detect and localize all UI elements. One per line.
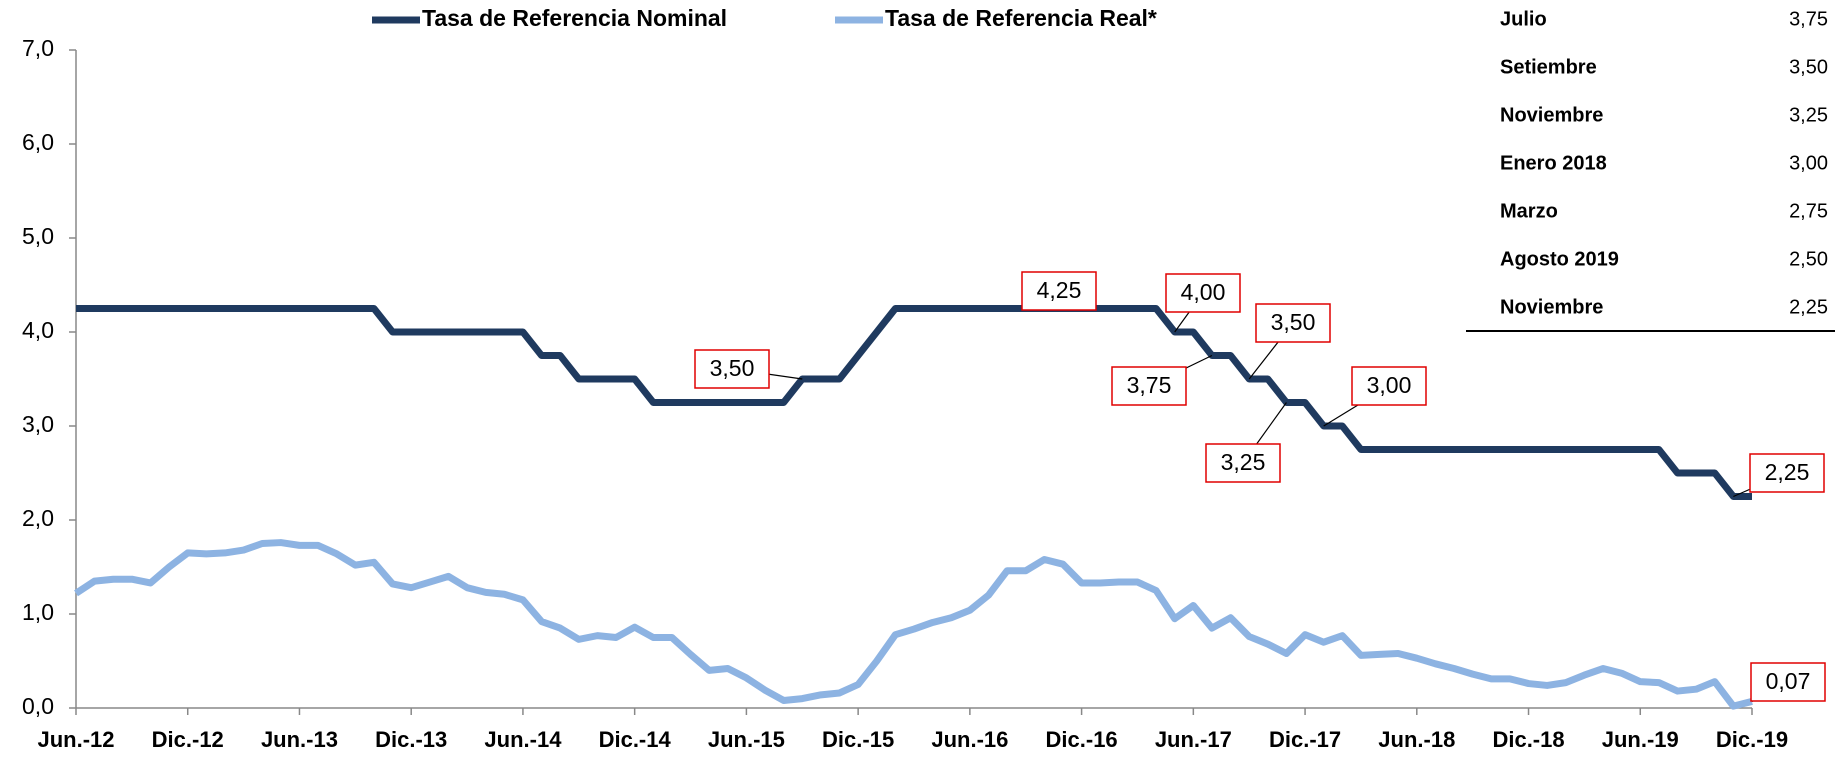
data-label: 3,50 (1271, 309, 1316, 335)
data-label: 3,75 (1127, 372, 1172, 398)
table-value: 2,50 (1789, 248, 1828, 270)
series-line (74, 539, 1753, 710)
y-tick-label: 7,0 (22, 35, 54, 61)
x-tick-label: Dic.-12 (152, 727, 224, 752)
x-tick-label: Jun.-12 (37, 727, 114, 752)
y-tick-label: 2,0 (22, 505, 54, 531)
data-label: 3,00 (1367, 372, 1412, 398)
label-box (694, 349, 770, 389)
table-value: 2,75 (1789, 200, 1828, 222)
x-tick-label: Jun.-17 (1155, 727, 1232, 752)
table-label: Setiembre (1500, 56, 1597, 78)
table-label: Noviembre (1500, 296, 1603, 318)
table-label: Enero 2018 (1500, 152, 1607, 174)
label-box (1111, 366, 1187, 406)
x-tick-label: Jun.-13 (261, 727, 338, 752)
x-tick-label: Dic.-19 (1716, 727, 1788, 752)
table-value: 2,25 (1789, 296, 1828, 318)
table-label: Julio (1500, 8, 1547, 30)
label-box (1021, 271, 1097, 311)
data-label: 3,25 (1221, 449, 1266, 475)
x-tick-label: Jun.-19 (1602, 727, 1679, 752)
y-tick-label: 3,0 (22, 411, 54, 437)
label-box (1750, 662, 1826, 702)
y-tick-label: 0,0 (22, 693, 54, 719)
y-tick-label: 5,0 (22, 223, 54, 249)
table-value: 3,75 (1789, 8, 1828, 30)
x-tick-label: Dic.-14 (599, 727, 672, 752)
x-tick-label: Dic.-17 (1269, 727, 1341, 752)
label-box (1351, 366, 1427, 406)
label-box (1165, 273, 1241, 313)
y-tick-label: 1,0 (22, 599, 54, 625)
table-label: Noviembre (1500, 104, 1603, 126)
legend-label: Tasa de Referencia Real* (885, 5, 1157, 31)
series-line (76, 305, 1752, 500)
data-label: 4,00 (1181, 279, 1226, 305)
table-label: Marzo (1500, 200, 1558, 222)
legend-label: Tasa de Referencia Nominal (422, 5, 727, 31)
table-value: 3,50 (1789, 56, 1828, 78)
label-box (1749, 453, 1825, 493)
label-box (1255, 303, 1331, 343)
table-label: Agosto 2019 (1500, 248, 1619, 270)
y-tick-label: 4,0 (22, 317, 54, 343)
data-label: 0,07 (1766, 668, 1811, 694)
data-label: 3,50 (710, 355, 755, 381)
x-tick-label: Dic.-13 (375, 727, 447, 752)
x-tick-label: Dic.-16 (1046, 727, 1118, 752)
x-tick-label: Jun.-14 (484, 727, 562, 752)
y-tick-label: 6,0 (22, 129, 54, 155)
data-label: 4,25 (1037, 277, 1082, 303)
x-tick-label: Jun.-18 (1378, 727, 1455, 752)
x-tick-label: Dic.-18 (1492, 727, 1564, 752)
table-value: 3,00 (1789, 152, 1828, 174)
data-label: 2,25 (1765, 459, 1810, 485)
x-tick-label: Dic.-15 (822, 727, 894, 752)
x-tick-label: Jun.-16 (931, 727, 1008, 752)
label-box (1205, 443, 1281, 483)
table-value: 3,25 (1789, 104, 1828, 126)
x-tick-label: Jun.-15 (708, 727, 785, 752)
